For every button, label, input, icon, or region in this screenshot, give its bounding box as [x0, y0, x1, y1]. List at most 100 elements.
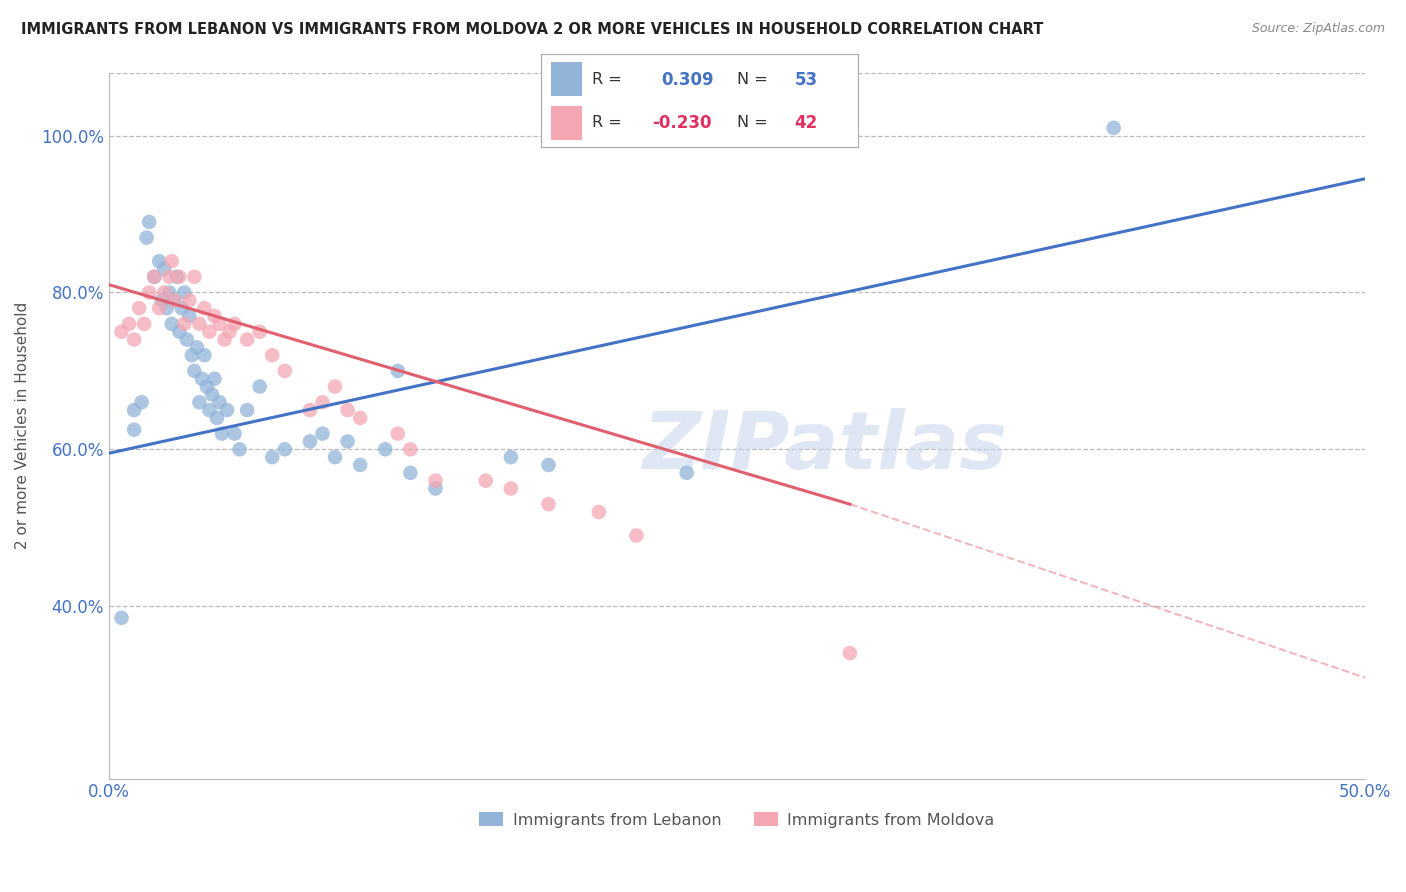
Point [204, 309, 226, 323]
Text: ZIPatlas: ZIPatlas [643, 408, 1007, 486]
Point [211, 426, 233, 441]
Point [169, 325, 191, 339]
Point [228, 442, 250, 457]
Point [173, 285, 195, 300]
Point [153, 285, 176, 300]
Point [150, 293, 173, 308]
Text: R =: R = [592, 115, 627, 130]
Text: Source: ZipAtlas.com: Source: ZipAtlas.com [1251, 22, 1385, 36]
Text: R =: R = [592, 72, 631, 87]
Point [249, 379, 271, 393]
Text: -0.230: -0.230 [652, 114, 711, 132]
Point [138, 285, 160, 300]
Point [399, 466, 422, 480]
Point [323, 379, 346, 393]
Point [169, 269, 191, 284]
Point [588, 505, 610, 519]
Point [143, 269, 166, 284]
Point [425, 474, 447, 488]
Point [349, 411, 371, 425]
Point [163, 293, 186, 308]
Point [188, 317, 211, 331]
Point [838, 646, 860, 660]
Point [262, 450, 284, 464]
Point [474, 474, 496, 488]
Text: 53: 53 [794, 70, 817, 88]
Point [198, 325, 221, 339]
Point [122, 333, 145, 347]
Point [499, 450, 522, 464]
Point [176, 333, 198, 347]
Point [122, 403, 145, 417]
Point [675, 466, 697, 480]
Point [499, 482, 522, 496]
Point [110, 611, 132, 625]
Text: N =: N = [738, 72, 773, 87]
Point [110, 325, 132, 339]
Point [198, 403, 221, 417]
Point [148, 254, 170, 268]
Point [236, 333, 259, 347]
Point [311, 395, 333, 409]
Point [118, 317, 141, 331]
Text: N =: N = [738, 115, 773, 130]
Point [188, 395, 211, 409]
Point [298, 403, 321, 417]
Point [274, 442, 297, 457]
Point [179, 293, 201, 308]
Point [224, 426, 246, 441]
Point [180, 348, 202, 362]
Point [425, 482, 447, 496]
Point [134, 317, 156, 331]
Point [195, 379, 218, 393]
Text: IMMIGRANTS FROM LEBANON VS IMMIGRANTS FROM MOLDOVA 2 OR MORE VEHICLES IN HOUSEHO: IMMIGRANTS FROM LEBANON VS IMMIGRANTS FR… [21, 22, 1043, 37]
Point [311, 426, 333, 441]
Point [157, 285, 180, 300]
Point [224, 317, 246, 331]
Point [298, 434, 321, 449]
Point [131, 395, 153, 409]
Bar [551, 62, 582, 95]
Point [218, 325, 240, 339]
Point [205, 411, 228, 425]
Point [399, 442, 422, 457]
Point [166, 269, 188, 284]
Text: 42: 42 [794, 114, 818, 132]
Point [204, 372, 226, 386]
Text: 0.309: 0.309 [662, 70, 714, 88]
Point [170, 301, 193, 315]
Point [135, 230, 157, 244]
Point [160, 317, 183, 331]
Point [193, 301, 215, 315]
Point [349, 458, 371, 472]
Point [183, 364, 205, 378]
Legend: Immigrants from Lebanon, Immigrants from Moldova: Immigrants from Lebanon, Immigrants from… [472, 805, 1001, 834]
Point [374, 442, 396, 457]
Point [1102, 120, 1125, 135]
Point [143, 269, 166, 284]
Point [163, 293, 186, 308]
Point [179, 309, 201, 323]
Point [173, 317, 195, 331]
Bar [551, 106, 582, 140]
Point [153, 262, 176, 277]
Y-axis label: 2 or more Vehicles in Household: 2 or more Vehicles in Household [15, 302, 30, 549]
Point [160, 254, 183, 268]
Point [183, 269, 205, 284]
Point [148, 301, 170, 315]
Point [208, 395, 231, 409]
Point [274, 364, 297, 378]
Point [157, 269, 180, 284]
Point [262, 348, 284, 362]
Point [156, 301, 179, 315]
Point [193, 348, 215, 362]
Point [249, 325, 271, 339]
Point [138, 215, 160, 229]
Point [128, 301, 150, 315]
Point [201, 387, 224, 401]
Point [122, 423, 145, 437]
Point [236, 403, 259, 417]
Point [186, 340, 208, 354]
Point [336, 403, 359, 417]
Point [215, 403, 238, 417]
